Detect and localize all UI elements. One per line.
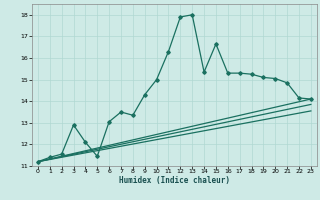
X-axis label: Humidex (Indice chaleur): Humidex (Indice chaleur)	[119, 176, 230, 185]
